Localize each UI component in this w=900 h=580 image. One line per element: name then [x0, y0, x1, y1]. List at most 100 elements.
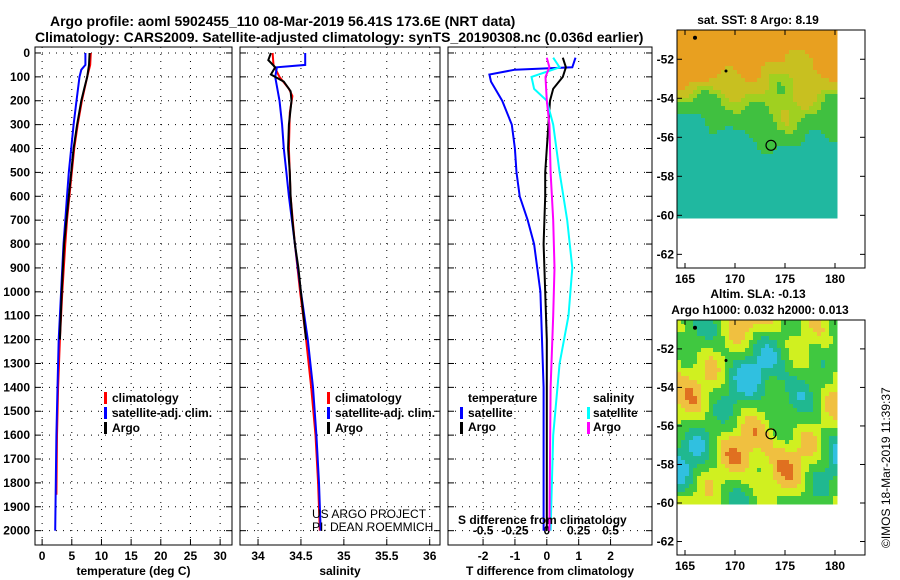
map-cell — [793, 50, 798, 55]
y-tick-label: 100 — [10, 70, 30, 84]
map-cell — [789, 480, 794, 485]
map-cell — [777, 336, 782, 341]
map-cell — [725, 210, 730, 215]
map-cell — [825, 194, 830, 199]
map-cell — [805, 356, 810, 361]
map-cell — [781, 412, 786, 417]
map-cell — [713, 404, 718, 409]
map-cell — [765, 436, 770, 441]
map-cell — [801, 356, 806, 361]
map-cell — [781, 118, 786, 123]
map-cell — [713, 106, 718, 111]
map-cell — [833, 142, 838, 147]
map-cell — [769, 324, 774, 329]
map-cell — [777, 464, 782, 469]
map-cell — [813, 130, 818, 135]
map-cell — [689, 62, 694, 67]
map-cell — [757, 186, 762, 191]
map-cell — [817, 364, 822, 369]
map-cell — [677, 214, 682, 219]
map-cell — [817, 118, 822, 123]
map-cell — [761, 78, 766, 83]
map-cell — [797, 396, 802, 401]
map-cell — [741, 170, 746, 175]
map-cell — [709, 320, 714, 325]
map-cell — [705, 492, 710, 497]
map-cell — [753, 452, 758, 457]
map-cell — [685, 440, 690, 445]
map-cell — [741, 420, 746, 425]
map-cell — [789, 74, 794, 79]
map-cell — [729, 134, 734, 139]
map-cell — [753, 368, 758, 373]
x-tick-label: 180 — [825, 559, 845, 573]
map-cell — [789, 66, 794, 71]
map-cell — [809, 54, 814, 59]
map-cell — [729, 50, 734, 55]
map-cell — [753, 492, 758, 497]
map-cell — [729, 352, 734, 357]
map-cell — [737, 356, 742, 361]
map-cell — [785, 460, 790, 465]
map-cell — [713, 34, 718, 39]
map-cell — [765, 150, 770, 155]
map-cell — [765, 94, 770, 99]
map-cell — [737, 98, 742, 103]
map-cell — [761, 328, 766, 333]
map-cell — [809, 82, 814, 87]
map-cell — [793, 460, 798, 465]
map-cell — [801, 496, 806, 501]
map-cell — [749, 368, 754, 373]
map-cell — [773, 78, 778, 83]
map-cell — [697, 186, 702, 191]
map-cell — [801, 500, 806, 505]
map-cell — [677, 388, 682, 393]
map-cell — [757, 114, 762, 119]
map-cell — [793, 352, 798, 357]
map-cell — [801, 194, 806, 199]
map-cell — [801, 360, 806, 365]
map-cell — [693, 368, 698, 373]
map-cell — [829, 198, 834, 203]
map-cell — [821, 46, 826, 51]
map-cell — [709, 372, 714, 377]
map-cell — [697, 134, 702, 139]
map-cell — [681, 178, 686, 183]
y-tick-label: 600 — [10, 189, 30, 203]
map-cell — [829, 320, 834, 325]
map-cell — [733, 348, 738, 353]
map-cell — [681, 352, 686, 357]
map-cell — [677, 62, 682, 67]
map-cell — [677, 368, 682, 373]
map-cell — [817, 476, 822, 481]
map-cell — [781, 384, 786, 389]
map-cell — [749, 436, 754, 441]
map-cell — [777, 384, 782, 389]
map-cell — [773, 436, 778, 441]
map-cell — [689, 194, 694, 199]
map-cell — [813, 162, 818, 167]
map-cell — [753, 182, 758, 187]
map-cell — [753, 464, 758, 469]
map-cell — [781, 194, 786, 199]
map-cell — [785, 468, 790, 473]
map-cell — [777, 416, 782, 421]
y-tick-label: -52 — [657, 342, 675, 356]
map-cell — [713, 440, 718, 445]
map-cell — [737, 130, 742, 135]
map-cell — [717, 336, 722, 341]
map-cell — [781, 356, 786, 361]
map-cell — [741, 162, 746, 167]
map-cell — [821, 380, 826, 385]
map-cell — [685, 460, 690, 465]
map-cell — [785, 62, 790, 67]
map-cell — [805, 352, 810, 357]
map-cell — [717, 114, 722, 119]
legend-title-salinity: salinity — [593, 391, 635, 405]
map-cell — [801, 78, 806, 83]
map-cell — [729, 400, 734, 405]
map-cell — [733, 468, 738, 473]
map-cell — [769, 340, 774, 345]
map-cell — [833, 364, 838, 369]
map-cell — [689, 98, 694, 103]
